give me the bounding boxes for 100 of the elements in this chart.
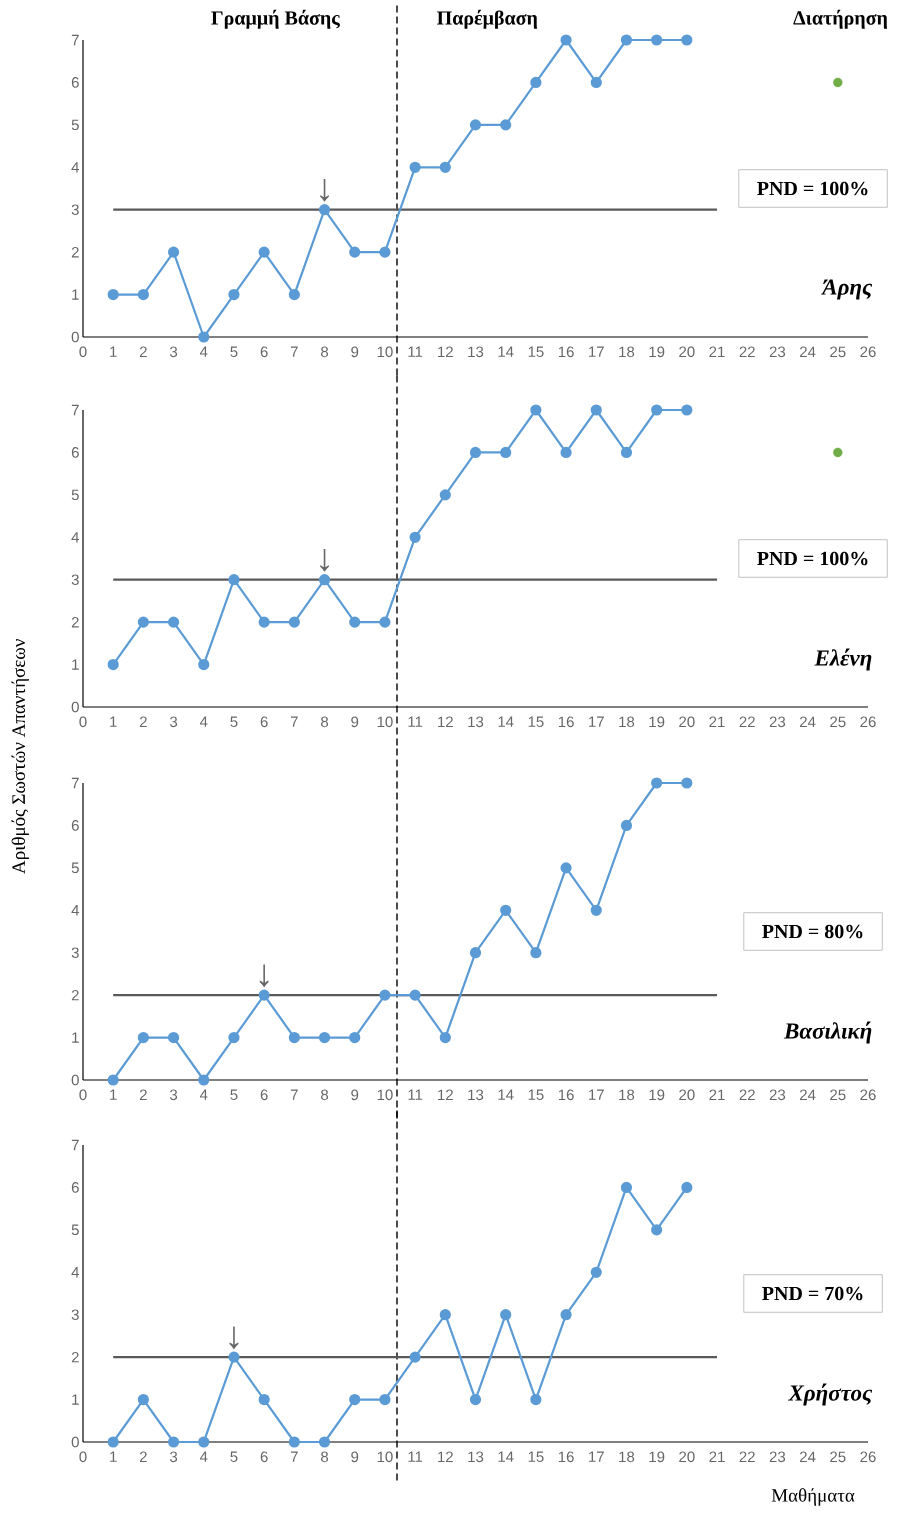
point [137, 1393, 149, 1406]
x-tick-label: 21 [709, 1089, 725, 1100]
x-tick-label: 7 [290, 1089, 298, 1100]
point [560, 1309, 572, 1321]
point [469, 446, 482, 459]
y-tick-label: 0 [71, 331, 79, 343]
point [833, 447, 843, 458]
x-tick-label: 23 [769, 1451, 786, 1463]
y-tick-label: 1 [72, 659, 79, 670]
point [439, 1031, 451, 1044]
annotation: Χρήστος [787, 1383, 873, 1406]
point [560, 862, 572, 874]
x-tick-label: 6 [260, 716, 268, 728]
x-tick-label: 8 [321, 716, 329, 728]
point [469, 947, 482, 959]
point [651, 1224, 663, 1236]
y-tick-label: 6 [71, 447, 79, 458]
y-tick-label: 4 [71, 1267, 80, 1278]
x-tick-label: 23 [769, 716, 786, 728]
x-tick-label: 1 [110, 716, 117, 727]
x-tick-label: 13 [468, 1451, 484, 1463]
point [620, 1181, 633, 1194]
x-tick-label: 7 [290, 716, 298, 727]
x-tick-label: 10 [377, 1451, 393, 1463]
point [379, 246, 391, 258]
x-tick-label: 18 [619, 346, 635, 358]
annotation: ↓ [259, 964, 269, 987]
x-tick-label: 1 [110, 1089, 117, 1100]
x-tick-label: 2 [139, 716, 147, 727]
point [258, 1393, 270, 1406]
x-tick-label: 17 [589, 1089, 604, 1100]
x-tick-label: 3 [169, 716, 178, 728]
y-tick-label: 4 [71, 905, 80, 916]
point [228, 574, 240, 586]
x-tick-label: 17 [589, 1451, 604, 1462]
x-tick-label: 11 [408, 346, 423, 357]
x-tick-label: 22 [739, 1089, 755, 1100]
annotation: PND = 80% [762, 924, 863, 939]
point [318, 574, 331, 586]
x-tick-label: 23 [769, 346, 786, 358]
y-tick-label: 3 [71, 204, 79, 216]
point [620, 819, 633, 832]
point [258, 989, 270, 1001]
y-tick-label: 5 [71, 489, 79, 501]
x-tick-label: 18 [619, 716, 635, 728]
point [349, 616, 361, 628]
y-tick-label: 0 [71, 1074, 79, 1086]
x-tick-label: 24 [800, 1089, 816, 1100]
x-tick-label: 1 [110, 346, 117, 357]
point [137, 616, 149, 628]
x-tick-label: 17 [589, 346, 604, 357]
point [137, 1031, 149, 1044]
point [681, 1181, 693, 1194]
x-tick-label: 16 [558, 1451, 574, 1463]
point [469, 119, 482, 131]
point [349, 246, 361, 258]
x-axis-title: Μαθήματα [771, 1488, 855, 1506]
x-tick-label: 13 [468, 1089, 484, 1101]
x-tick-label: 19 [649, 716, 665, 728]
point [590, 1266, 602, 1278]
x-tick-label: 23 [769, 1089, 786, 1101]
point [349, 1393, 361, 1406]
x-tick-label: 11 [408, 1451, 423, 1462]
y-tick-label: 0 [71, 1436, 79, 1448]
annotation: ↓ [229, 1326, 239, 1349]
x-tick-label: 2 [139, 1451, 147, 1462]
y-axis-title: Αριθμός Σωστών Απαντήσεων [11, 639, 29, 874]
x-tick-label: 2 [139, 1089, 147, 1100]
x-tick-label: 19 [649, 346, 665, 358]
x-tick-label: 7 [290, 346, 298, 357]
x-tick-label: 20 [679, 716, 695, 728]
point [198, 1436, 210, 1448]
point [349, 1031, 361, 1044]
point [530, 947, 542, 959]
x-tick-label: 20 [679, 346, 695, 358]
x-tick-label: 15 [528, 716, 544, 727]
annotation: PND = 70% [762, 1286, 863, 1301]
point [590, 404, 602, 416]
x-tick-label: 7 [290, 1451, 298, 1462]
x-tick-label: 11 [408, 716, 423, 727]
x-tick-label: 13 [468, 716, 484, 728]
x-tick-label: 26 [860, 1451, 876, 1463]
y-tick-label: 5 [71, 1224, 79, 1236]
y-tick-label: 7 [71, 404, 79, 416]
point [167, 1436, 180, 1448]
x-tick-label: 8 [321, 1451, 329, 1463]
point [107, 658, 119, 671]
y-tick-label: 1 [72, 1032, 79, 1043]
x-tick-label: 9 [351, 716, 359, 728]
x-tick-label: 15 [528, 1089, 544, 1100]
x-tick-label: 25 [830, 1451, 846, 1463]
x-tick-label: 3 [169, 1089, 178, 1101]
point [379, 989, 391, 1001]
point [530, 404, 542, 416]
point [318, 1031, 331, 1044]
y-tick-label: 3 [71, 574, 79, 586]
point [500, 119, 512, 131]
point [530, 76, 542, 89]
y-tick-label: 6 [71, 1182, 79, 1193]
annotation: PND = 100% [757, 181, 868, 196]
